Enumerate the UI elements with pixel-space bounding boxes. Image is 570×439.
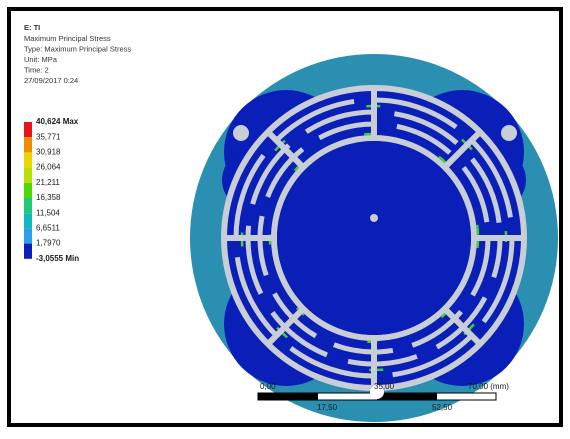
legend-label: 11,504 (36, 208, 60, 217)
scale-label: 70,00 (mm) (468, 382, 509, 391)
legend-label: 21,211 (36, 178, 60, 187)
legend-label: 35,771 (36, 132, 61, 141)
legend-swatch (24, 228, 32, 244)
scale-label: 35,00 (374, 382, 395, 391)
scale-label: 0,00 (260, 382, 276, 391)
legend-label: 6,6511 (36, 224, 60, 233)
header-line: Type: Maximum Principal Stress (24, 44, 131, 53)
legend-swatch (24, 137, 32, 153)
scale-bar (257, 385, 497, 401)
legend-label: 40,624 Max (36, 117, 79, 126)
legend-label: 26,064 (36, 163, 61, 172)
header-line: Unit: MPa (24, 55, 58, 64)
legend-label: 1,7970 (36, 239, 61, 248)
legend-label: -3,0555 Min (36, 254, 79, 263)
legend-swatch (24, 213, 32, 229)
legend-swatch (24, 122, 32, 138)
legend-swatch (24, 182, 32, 198)
scale-label: 52,50 (432, 403, 453, 412)
header-line: Time: 2 (24, 65, 49, 74)
legend-swatch (24, 243, 32, 259)
model (190, 54, 558, 422)
legend-swatch (24, 152, 32, 168)
header-title: E: TI (24, 23, 40, 32)
legend-swatch (24, 198, 32, 214)
header-line: Maximum Principal Stress (24, 34, 111, 43)
legend-label: 30,918 (36, 148, 61, 157)
legend-swatch (24, 167, 32, 183)
legend-label: 16,358 (36, 193, 61, 202)
header-line: 27/09/2017 0:24 (24, 76, 78, 85)
scale-label: 17,50 (317, 403, 338, 412)
